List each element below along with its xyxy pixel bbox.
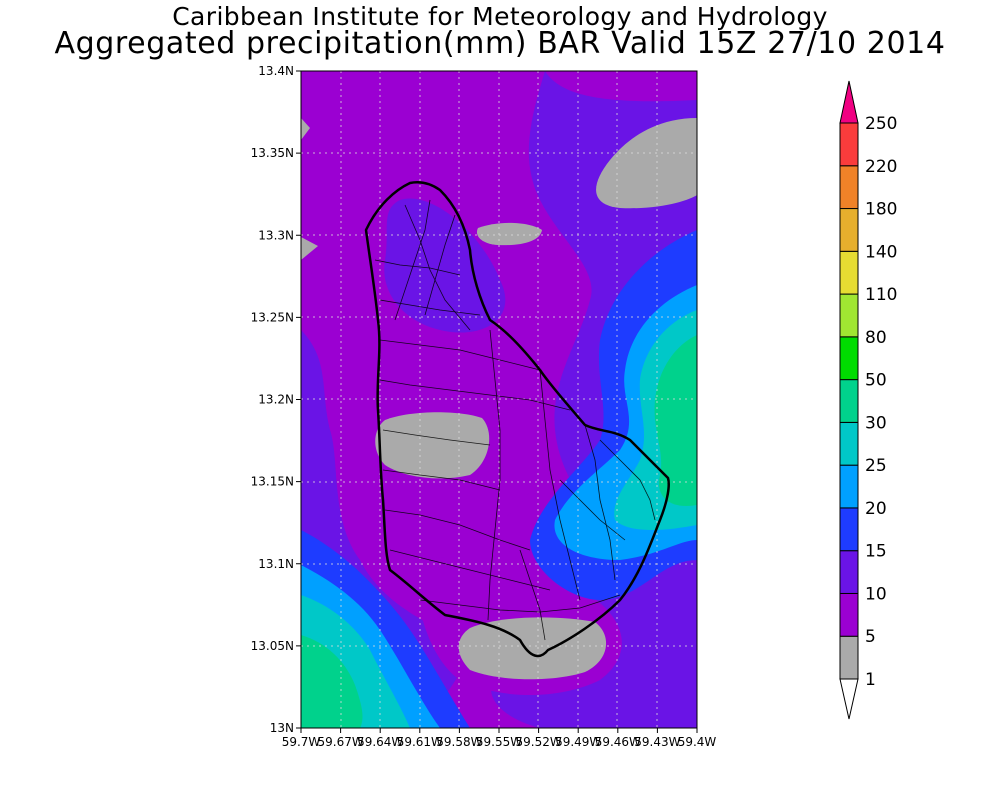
precip-1-5-north-blob	[476, 222, 542, 246]
x-tick-label: 59.67W	[317, 735, 363, 749]
y-tick-label: 13.2N	[258, 393, 294, 407]
colorbar-swatch	[839, 336, 859, 381]
colorbar-level-label: 250	[865, 114, 897, 134]
x-tick-label: 59.55W	[476, 735, 522, 749]
x-tick-label: 59.43W	[634, 735, 680, 749]
colorbar-swatch	[839, 635, 859, 680]
map-x-axis: 59.7W59.67W59.64W59.61W59.58W59.55W59.52…	[282, 728, 717, 749]
y-tick-label: 13.1N	[258, 557, 294, 571]
colorbar-swatch	[839, 293, 859, 338]
colorbar-level-label: 20	[865, 499, 887, 519]
y-tick-label: 13.3N	[258, 228, 294, 242]
x-tick-label: 59.49W	[555, 735, 601, 749]
colorbar-swatch	[839, 250, 859, 295]
colorbar-level-label: 80	[865, 328, 887, 348]
institute-title: Caribbean Institute for Meteorology and …	[172, 2, 828, 31]
x-tick-label: 59.7W	[282, 735, 321, 749]
precip-1-5-west-edge-blob-1	[301, 118, 310, 140]
colorbar-level-label: 180	[865, 200, 897, 220]
colorbar-level-label: 110	[865, 285, 897, 305]
map-y-axis: 13.4N 13.35N 13.3N 13.25N 13.2N 13.15N 13.1N 13…	[251, 64, 301, 735]
colorbar-swatch	[839, 122, 859, 167]
x-tick-label: 59.46W	[595, 735, 641, 749]
y-tick-label: 13.15N	[251, 475, 294, 489]
product-title: Aggregated precipitation(mm) BAR Valid 1…	[54, 26, 946, 61]
colorbar-lower-triangle	[839, 678, 859, 720]
precip-1-5-west-edge-blob-2	[301, 237, 318, 260]
barbados-internal-boundaries	[374, 199, 656, 641]
precip-10-15-center-blob	[384, 198, 506, 333]
colorbar-swatch	[839, 592, 859, 637]
y-tick-label: 13N	[270, 721, 294, 735]
x-tick-label: 59.58W	[436, 735, 482, 749]
colorbar-level-label: 15	[865, 542, 887, 562]
colorbar-swatch	[839, 507, 859, 552]
x-tick-label: 59.64W	[357, 735, 403, 749]
colorbar-upper-triangle	[839, 80, 859, 124]
precip-30-50-east-region	[654, 335, 697, 506]
x-tick-label: 59.52W	[515, 735, 561, 749]
x-tick-label: 59.61W	[397, 735, 443, 749]
map-plot-area	[301, 71, 697, 728]
colorbar-level-label: 50	[865, 371, 887, 391]
y-tick-label: 13.25N	[251, 310, 294, 324]
y-tick-label: 13.4N	[258, 64, 294, 78]
colorbar-swatch	[839, 379, 859, 423]
barbados-coastline	[364, 181, 670, 658]
colorbar-swatch	[839, 165, 859, 210]
colorbar-level-label: 25	[865, 456, 887, 476]
precip-1-5-central-west-blob	[375, 412, 490, 479]
colorbar-level-label: 30	[865, 413, 887, 433]
colorbar-swatch	[839, 421, 859, 466]
colorbar-swatch	[839, 208, 859, 252]
colorbar-level-label: 140	[865, 242, 897, 262]
colorbar-level-label: 5	[865, 627, 876, 647]
colorbar-swatch	[839, 550, 859, 594]
precip-30-50-southwest-region	[301, 635, 363, 728]
colorbar-level-label: 10	[865, 584, 887, 604]
x-tick-label: 59.4W	[678, 735, 717, 749]
precip-1-5-south-blob	[458, 617, 607, 680]
colorbar-level-label: 220	[865, 157, 897, 177]
colorbar-level-label: 1	[865, 670, 876, 690]
y-tick-label: 13.35N	[251, 146, 294, 160]
colorbar-swatch	[839, 464, 859, 509]
y-tick-label: 13.05N	[251, 639, 294, 653]
precip-1-5-northeast-blob	[596, 118, 697, 209]
